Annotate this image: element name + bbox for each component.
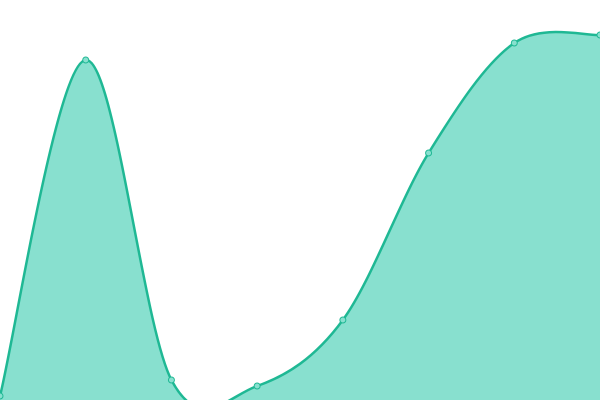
point-marker — [167, 376, 175, 384]
point-marker — [596, 31, 600, 39]
point-marker — [82, 56, 90, 64]
point-marker — [253, 382, 261, 390]
point-marker — [339, 316, 347, 324]
area-fill — [0, 32, 600, 400]
point-marker — [0, 392, 4, 400]
point-marker — [425, 149, 433, 157]
point-marker — [510, 39, 518, 47]
